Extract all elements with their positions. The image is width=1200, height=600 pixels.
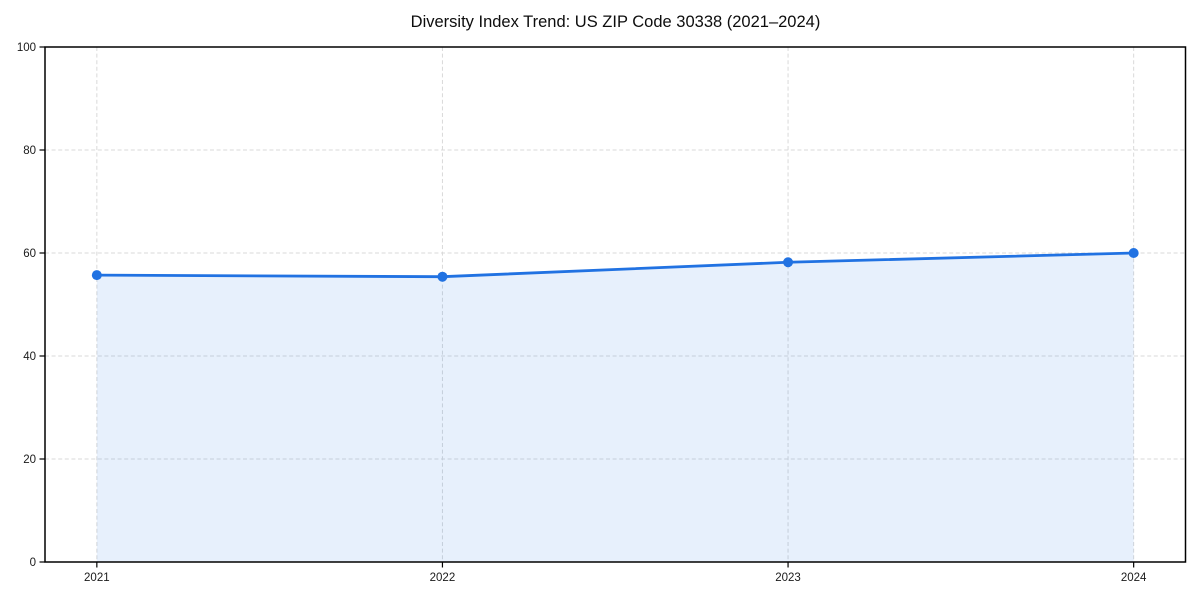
y-tick-label-100: 100 — [17, 42, 36, 54]
data-point-2024 — [1128, 248, 1139, 258]
data-point-2021 — [91, 270, 102, 281]
x-tick-label-2021: 2021 — [84, 572, 110, 584]
data-point-2022 — [437, 271, 448, 282]
chart-title: Diversity Index Trend: US ZIP Code 30338… — [410, 13, 821, 31]
y-tick-label-20: 20 — [23, 454, 36, 466]
area-fill — [96, 253, 1134, 562]
y-tick-label-60: 60 — [23, 248, 36, 260]
x-tick-label-2022: 2022 — [430, 572, 456, 584]
x-tick-label-2023: 2023 — [775, 572, 801, 584]
x-tick-label-2024: 2024 — [1121, 572, 1147, 584]
y-tick-label-40: 40 — [23, 351, 36, 363]
data-point-2023 — [783, 257, 794, 268]
plot-border — [44, 46, 1187, 563]
y-tick-label-80: 80 — [23, 145, 36, 157]
trend-line — [95, 251, 1136, 279]
y-tick-label-0: 0 — [30, 557, 36, 569]
